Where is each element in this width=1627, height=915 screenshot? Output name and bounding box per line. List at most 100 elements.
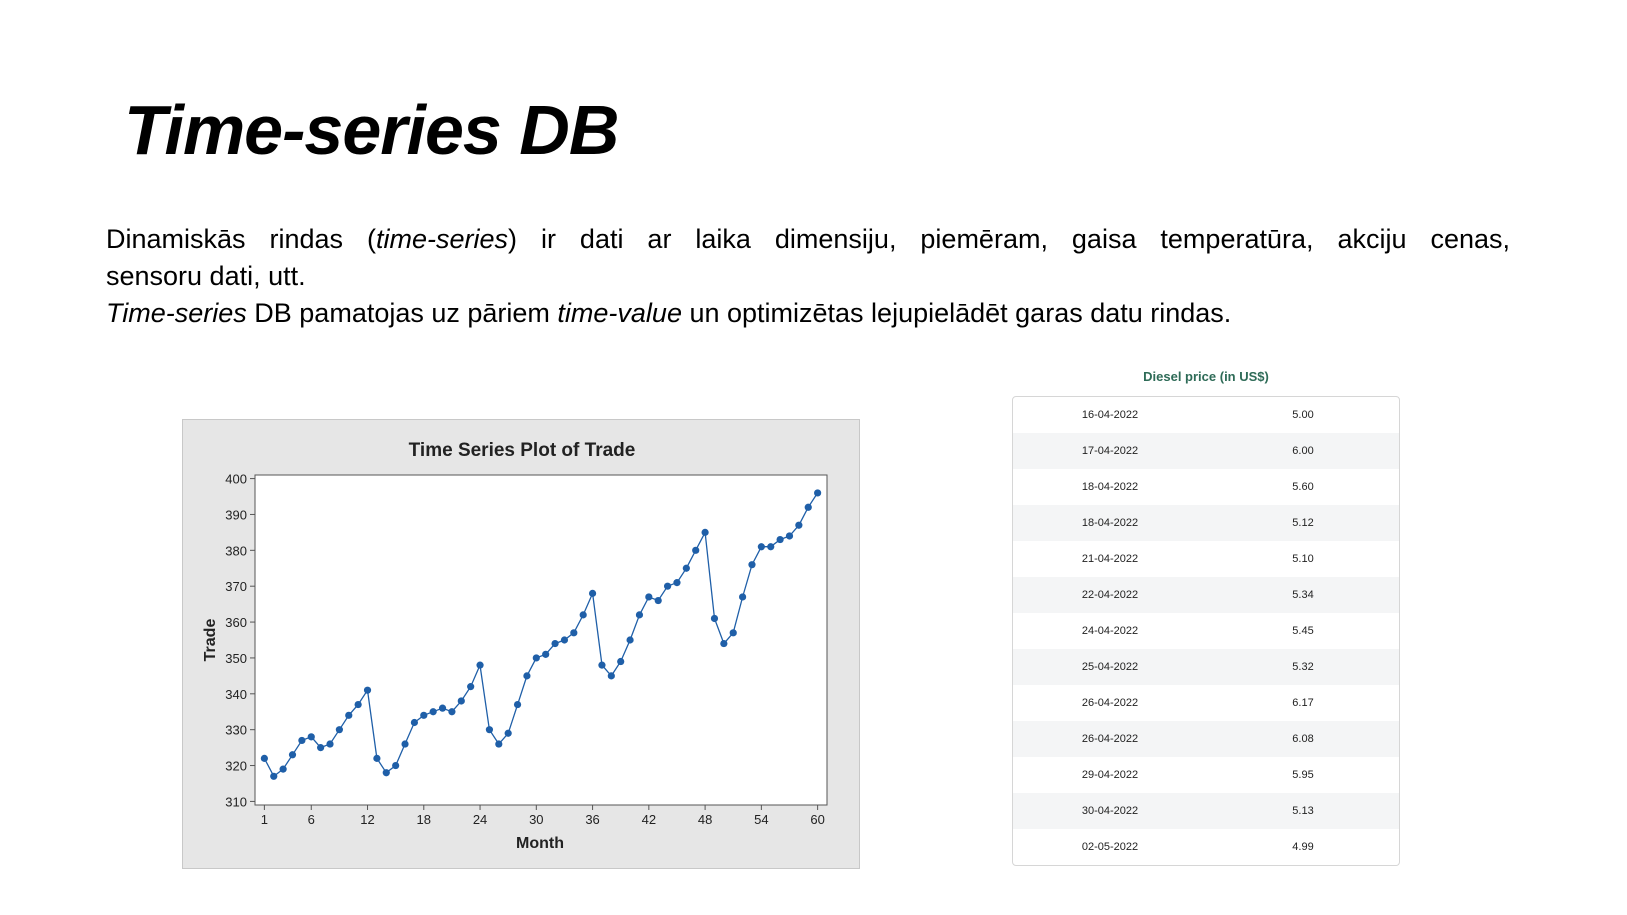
data-point bbox=[598, 661, 606, 669]
row-date: 26-04-2022 bbox=[1081, 697, 1139, 709]
table-row: 17-04-2022 6.00 bbox=[1013, 433, 1399, 469]
row-date: 26-04-2022 bbox=[1081, 733, 1139, 745]
row-date: 17-04-2022 bbox=[1081, 445, 1139, 457]
intro-line-2: sensoru dati, utt. bbox=[106, 261, 306, 291]
y-tick-label: 350 bbox=[225, 651, 247, 666]
data-point bbox=[710, 614, 719, 623]
intro-text-italic: time-series bbox=[376, 224, 509, 254]
data-point bbox=[617, 657, 625, 666]
table-row: 24-04-2022 5.45 bbox=[1013, 613, 1399, 649]
data-point bbox=[532, 654, 540, 662]
row-price: 5.45 bbox=[1292, 625, 1314, 637]
data-point bbox=[279, 765, 287, 773]
data-point bbox=[560, 636, 569, 644]
row-price: 5.13 bbox=[1292, 805, 1314, 817]
y-tick-label: 360 bbox=[225, 615, 247, 630]
table-title: Diesel price (in US$) bbox=[1143, 369, 1269, 384]
x-tick-label: 18 bbox=[417, 812, 431, 827]
data-point bbox=[579, 611, 587, 619]
data-point bbox=[307, 733, 315, 741]
y-tick-label: 380 bbox=[225, 543, 247, 558]
row-price: 5.95 bbox=[1292, 769, 1314, 781]
data-point bbox=[654, 596, 662, 605]
row-date: 30-04-2022 bbox=[1081, 805, 1139, 817]
table-row: 26-04-2022 6.17 bbox=[1013, 685, 1399, 721]
row-date: 16-04-2022 bbox=[1081, 409, 1139, 421]
intro-text-part: un optimizētas lejupielādēt garas datu r… bbox=[681, 298, 1232, 328]
row-date: 29-04-2022 bbox=[1081, 769, 1139, 781]
data-point bbox=[335, 726, 343, 734]
data-point bbox=[523, 672, 531, 680]
data-point bbox=[410, 718, 419, 727]
data-point bbox=[542, 650, 550, 658]
intro-text: Dinamiskās rindas (time-series) ir dati … bbox=[106, 221, 1510, 332]
data-point bbox=[570, 629, 578, 637]
data-point bbox=[673, 579, 681, 587]
data-point bbox=[682, 564, 690, 572]
table-row: 25-04-2022 5.32 bbox=[1013, 649, 1399, 685]
data-point bbox=[757, 543, 765, 551]
data-point bbox=[373, 754, 381, 762]
y-tick-label: 390 bbox=[225, 507, 247, 522]
slide-title: Time-series DB bbox=[124, 91, 619, 169]
data-point bbox=[701, 528, 709, 536]
y-tick-label: 340 bbox=[225, 687, 247, 702]
data-point bbox=[420, 711, 428, 719]
x-axis-label: Month bbox=[516, 835, 564, 852]
data-point bbox=[495, 740, 503, 748]
data-point bbox=[448, 708, 456, 716]
x-tick-label: 48 bbox=[698, 812, 712, 827]
data-point bbox=[485, 726, 494, 734]
data-point bbox=[767, 543, 775, 551]
intro-text-part: Dinamiskās rindas ( bbox=[106, 224, 376, 254]
x-tick-label: 54 bbox=[754, 812, 768, 827]
data-point bbox=[270, 772, 278, 780]
data-point bbox=[720, 639, 728, 648]
chart-title: Time Series Plot of Trade bbox=[409, 440, 636, 461]
row-date: 22-04-2022 bbox=[1081, 589, 1139, 601]
data-point bbox=[795, 521, 803, 529]
trade-chart-svg: Time Series Plot of Trade Month Trade 31… bbox=[202, 440, 828, 852]
data-point bbox=[392, 761, 400, 770]
data-point bbox=[748, 561, 756, 569]
data-point bbox=[739, 593, 747, 601]
y-tick-label: 400 bbox=[225, 472, 247, 487]
row-price: 5.32 bbox=[1292, 661, 1314, 673]
table-row: 30-04-2022 5.13 bbox=[1013, 793, 1399, 829]
data-point bbox=[814, 489, 822, 497]
data-point bbox=[551, 639, 559, 648]
row-price: 5.60 bbox=[1292, 481, 1314, 493]
plot-area bbox=[254, 474, 828, 806]
data-point bbox=[317, 744, 325, 752]
row-price: 5.12 bbox=[1292, 517, 1314, 529]
y-tick-label: 320 bbox=[225, 759, 247, 774]
data-point bbox=[635, 611, 644, 619]
data-point bbox=[326, 740, 334, 748]
axes: 310 320 330 340 350 360 370 380 390 400 1 6 12 18 24 30… bbox=[225, 472, 825, 827]
data-point bbox=[607, 672, 615, 680]
data-point bbox=[504, 729, 512, 737]
intro-line-1: Dinamiskās rindas (time-series) ir dati … bbox=[106, 221, 1510, 258]
x-tick-label: 1 bbox=[261, 812, 268, 827]
intro-line-3: Time-series DB pamatojas uz pāriem time-… bbox=[106, 295, 1510, 332]
table-row: 26-04-2022 6.08 bbox=[1013, 721, 1399, 757]
data-point bbox=[401, 740, 409, 748]
row-price: 5.34 bbox=[1292, 589, 1314, 601]
table-row: 21-04-2022 5.10 bbox=[1013, 541, 1399, 577]
row-price: 6.08 bbox=[1292, 733, 1314, 745]
data-point bbox=[476, 661, 484, 669]
data-point bbox=[663, 582, 672, 590]
data-point bbox=[298, 736, 306, 745]
x-tick-label: 36 bbox=[585, 812, 599, 827]
data-point bbox=[467, 683, 475, 691]
data-point bbox=[645, 593, 653, 601]
data-point bbox=[260, 754, 268, 762]
y-tick-label: 330 bbox=[225, 723, 247, 738]
data-point bbox=[429, 708, 437, 716]
diesel-price-table: 16-04-2022 5.00 17-04-2022 6.00 18-04-2022 5.… bbox=[1012, 396, 1400, 866]
data-point bbox=[382, 769, 390, 777]
data-point bbox=[729, 629, 737, 637]
table-row: 29-04-2022 5.95 bbox=[1013, 757, 1399, 793]
intro-text-italic: Time-series bbox=[106, 298, 247, 328]
data-point bbox=[692, 546, 700, 554]
